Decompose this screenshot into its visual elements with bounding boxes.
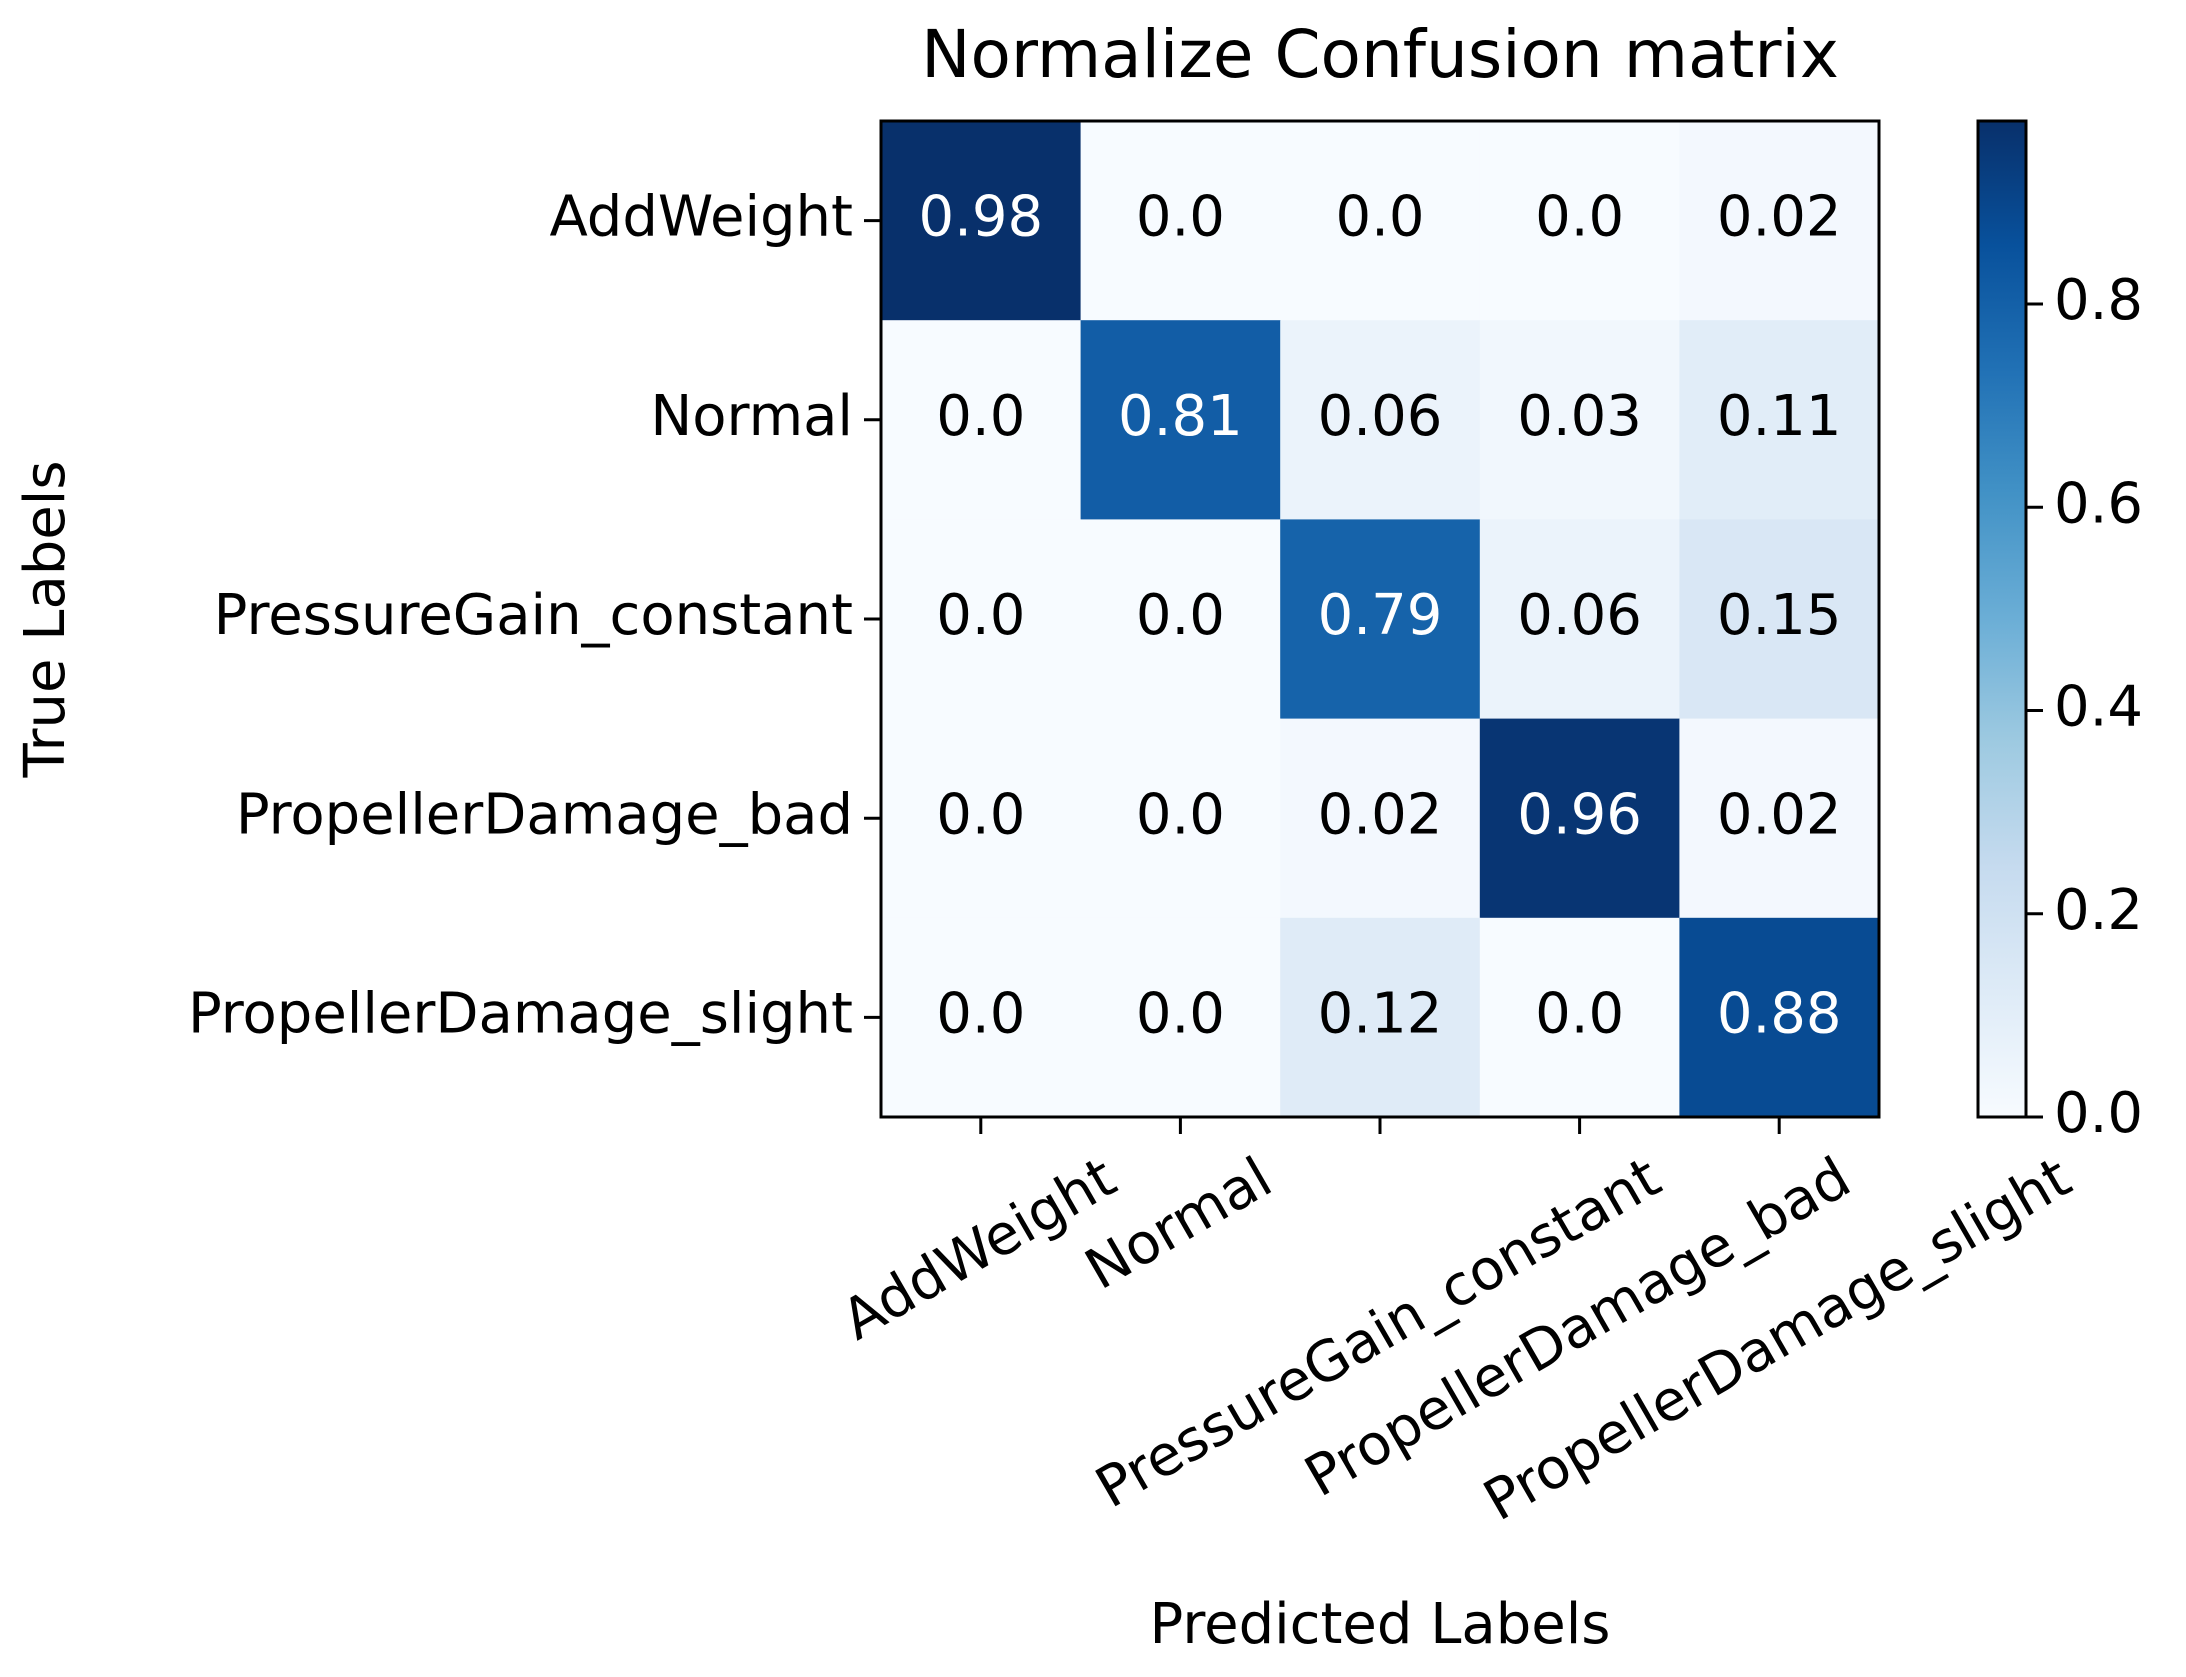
colorbar-tick-label: 0.6 xyxy=(2054,471,2143,536)
heatmap-cell xyxy=(1280,320,1481,520)
heatmap-cell xyxy=(1679,519,1880,720)
heatmap-cell xyxy=(1479,519,1680,720)
heatmap-cell xyxy=(1479,718,1680,919)
heatmap-cell xyxy=(1280,519,1481,720)
y-tick-label: AddWeight xyxy=(549,185,853,250)
heatmap-cell xyxy=(1679,718,1880,919)
heatmap-cell xyxy=(1679,917,1880,1118)
heatmap-cell xyxy=(1080,121,1281,321)
colorbar xyxy=(1976,119,2028,1119)
cell-label: 0.0 xyxy=(1136,185,1225,250)
heatmap-cell xyxy=(1479,320,1680,520)
cell-label: 0.96 xyxy=(1517,782,1642,847)
chart-title: Normalize Confusion matrix xyxy=(921,16,1839,93)
cell-label: 0.02 xyxy=(1318,782,1443,847)
y-tick-label: PropellerDamage_slight xyxy=(188,982,853,1047)
cell-label: 0.88 xyxy=(1717,982,1842,1047)
heatmap-cell xyxy=(1479,917,1680,1118)
cell-label: 0.98 xyxy=(918,185,1043,250)
cell-label: 0.0 xyxy=(1535,185,1624,250)
colorbar-tick-label: 0.8 xyxy=(2054,268,2143,333)
cell-label: 0.0 xyxy=(1136,782,1225,847)
heatmap-cell xyxy=(1080,519,1281,720)
cell-label: 0.06 xyxy=(1517,583,1642,648)
cell-label: 0.0 xyxy=(936,384,1025,449)
cell-label: 0.0 xyxy=(1136,982,1225,1047)
cell-label: 0.0 xyxy=(936,782,1025,847)
heatmap-cell xyxy=(1080,320,1281,520)
cell-label: 0.0 xyxy=(1136,583,1225,648)
heatmap-cell xyxy=(1280,121,1481,321)
colorbar-tick-label: 0.0 xyxy=(2054,1081,2143,1146)
heatmap-cell xyxy=(881,320,1082,520)
cell-label: 0.0 xyxy=(936,583,1025,648)
cell-label: 0.02 xyxy=(1717,185,1842,250)
y-tick-label: PressureGain_constant xyxy=(214,583,853,648)
y-axis-label: True Labels xyxy=(13,461,78,779)
cell-label: 0.81 xyxy=(1118,384,1243,449)
heatmap-cell xyxy=(881,121,1082,321)
x-axis-label: Predicted Labels xyxy=(1150,1592,1611,1657)
y-tick-label: Normal xyxy=(650,384,853,449)
heatmap-cell xyxy=(1280,917,1481,1118)
heatmap-cell xyxy=(881,718,1082,919)
cell-label: 0.02 xyxy=(1717,782,1842,847)
heatmap-cell xyxy=(1280,718,1481,919)
cell-label: 0.11 xyxy=(1717,384,1842,449)
cell-label: 0.15 xyxy=(1717,583,1842,648)
heatmap-cell xyxy=(881,917,1082,1118)
heatmap-cell xyxy=(1080,718,1281,919)
colorbar-tick-label: 0.2 xyxy=(2054,878,2143,943)
heatmap-cell xyxy=(1080,917,1281,1118)
cell-label: 0.79 xyxy=(1318,583,1443,648)
cell-label: 0.0 xyxy=(936,982,1025,1047)
heatmap-cell xyxy=(1679,121,1880,321)
cell-label: 0.0 xyxy=(1535,982,1624,1047)
cell-label: 0.12 xyxy=(1318,982,1443,1047)
heatmap-cell xyxy=(1479,121,1680,321)
y-tick-label: PropellerDamage_bad xyxy=(236,782,853,847)
cell-label: 0.06 xyxy=(1318,384,1443,449)
cell-label: 0.03 xyxy=(1517,384,1642,449)
colorbar-tick-label: 0.4 xyxy=(2054,675,2143,740)
cell-label: 0.0 xyxy=(1335,185,1424,250)
heatmap-cell xyxy=(881,519,1082,720)
heatmap-cell xyxy=(1679,320,1880,520)
